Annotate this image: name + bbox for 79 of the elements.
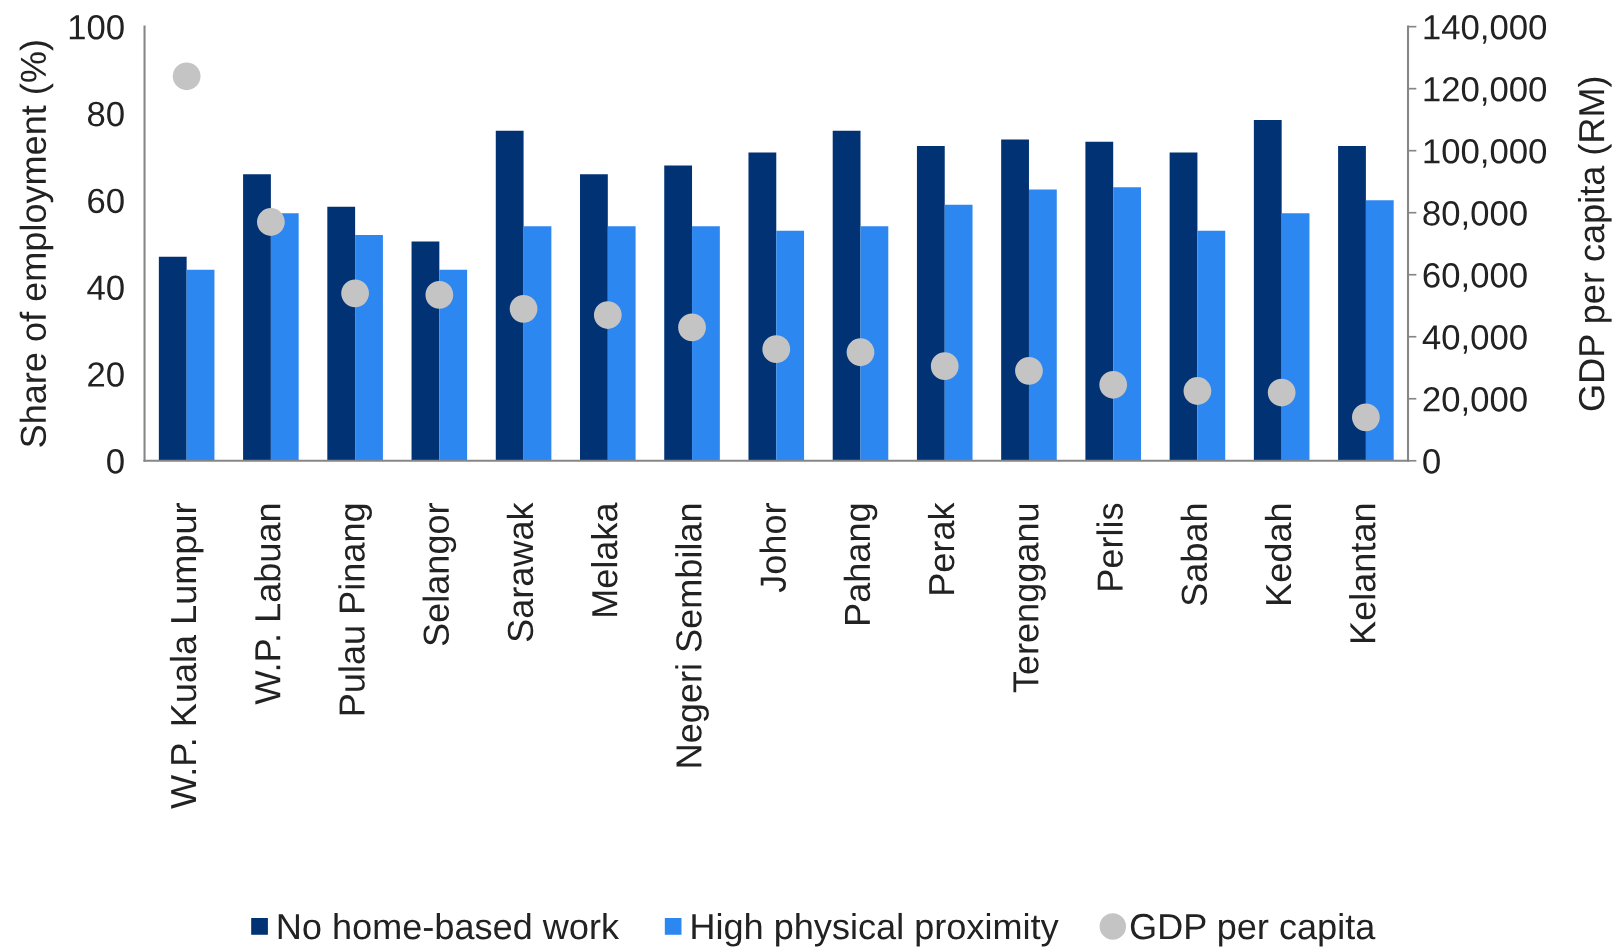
- legend-label: GDP per capita: [1130, 912, 1376, 947]
- point: [1015, 356, 1043, 385]
- bar: [1253, 119, 1282, 461]
- point: [930, 352, 959, 381]
- x-tick-label: Melaka: [590, 502, 618, 616]
- legend-label: No home-based work: [278, 912, 620, 940]
- x-tick-label: W.P. Labuan: [254, 504, 281, 705]
- bar: [1028, 189, 1057, 461]
- y2-tick-label: 80,000: [1423, 201, 1527, 230]
- bar: [270, 213, 299, 461]
- point: [256, 208, 285, 236]
- bar: [243, 174, 271, 461]
- x-tick-label: Pulau Pinang: [338, 504, 372, 715]
- y-tick-label: 20: [88, 362, 124, 387]
- x-tick-label: Johor: [759, 503, 786, 593]
- x-tick-label: W.P. Kuala Lumpur: [169, 503, 204, 809]
- point: [509, 294, 538, 323]
- bar: [692, 226, 720, 461]
- x-tick-label: Selangor: [422, 503, 457, 646]
- bar: [1197, 230, 1226, 461]
- y2-tick-label: 0: [1423, 449, 1440, 474]
- x-tick-label: Sarawak: [506, 502, 534, 642]
- bar: [1001, 139, 1029, 461]
- y2-tick-label: 120,000: [1424, 77, 1547, 106]
- point: [762, 335, 791, 364]
- bar: [916, 146, 945, 461]
- y2-tick-label: 40,000: [1422, 325, 1527, 354]
- bar: [1169, 152, 1198, 461]
- bar: [355, 235, 383, 461]
- x-tick-label: Terengganu: [1013, 504, 1046, 693]
- bar: [158, 256, 187, 461]
- point: [1099, 370, 1128, 399]
- x-tick-label: Kelantan: [1349, 504, 1376, 643]
- y-tick-label: 100: [69, 14, 124, 40]
- point: [678, 313, 706, 342]
- bar: [1338, 146, 1366, 461]
- y2-tick-label: 100,000: [1424, 139, 1547, 168]
- point: [172, 62, 201, 91]
- y-tick-label: 80: [87, 101, 124, 127]
- point: [1183, 377, 1212, 405]
- bar: [776, 230, 805, 461]
- legend-label: High physical proximity: [692, 912, 1059, 947]
- x-tick-label: Perak: [927, 502, 955, 594]
- y-tick-label: 40: [87, 275, 124, 301]
- x-tick-label: Pahang: [843, 504, 878, 624]
- bar: [439, 269, 468, 461]
- bar: [607, 226, 636, 461]
- bar: [1085, 141, 1114, 461]
- bar: [1365, 200, 1394, 461]
- bar: [832, 130, 861, 461]
- bar: [1113, 187, 1141, 461]
- x-tick-label: Kedah: [1264, 504, 1292, 604]
- bar: [860, 226, 889, 461]
- point: [846, 338, 875, 367]
- y-tick-label: 60: [88, 188, 124, 214]
- bar: [944, 204, 973, 461]
- bar: [748, 152, 777, 461]
- bar: [495, 130, 524, 461]
- bar: [411, 241, 440, 461]
- y2-tick-label: 20,000: [1423, 387, 1527, 416]
- y2-tick-label: 140,000: [1424, 14, 1547, 44]
- x-tick-label: Negeri Sembilan: [675, 504, 709, 767]
- bar: [327, 206, 356, 461]
- bar: [1281, 213, 1310, 461]
- y2-axis-title: GDP per capita (RM): [1577, 77, 1612, 411]
- bar: [186, 269, 215, 461]
- y-tick-label: 0: [107, 449, 124, 474]
- point: [593, 301, 622, 329]
- bar: [580, 174, 608, 461]
- y-axis-title: Share of employment (%): [19, 41, 54, 447]
- y2-tick-label: 60,000: [1423, 263, 1527, 292]
- x-tick-label: Sabah: [1180, 504, 1208, 606]
- bar: [523, 226, 552, 461]
- x-tick-label: Perlis: [1096, 503, 1123, 590]
- point: [1352, 403, 1380, 432]
- point: [341, 279, 369, 308]
- point: [425, 280, 454, 309]
- point: [1267, 378, 1296, 407]
- bar: [664, 165, 693, 461]
